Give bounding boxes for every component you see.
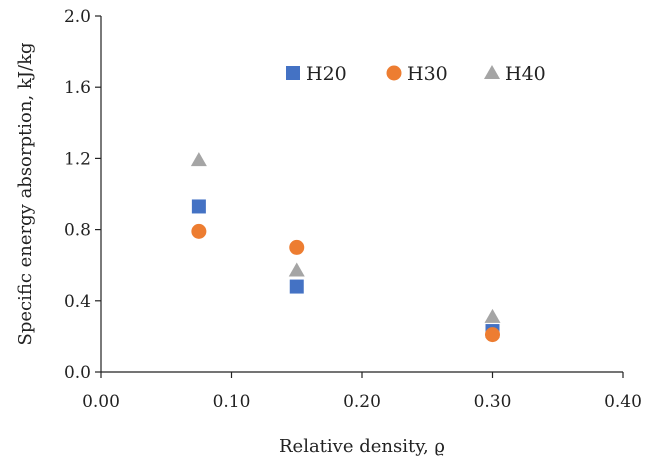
data-point-h40 bbox=[484, 308, 501, 323]
y-tick-label: 1.2 bbox=[64, 149, 91, 169]
y-tick-label: 2.0 bbox=[64, 7, 91, 27]
data-point-h40 bbox=[288, 262, 305, 277]
legend-marker-h20 bbox=[286, 66, 300, 80]
x-tick-label: 0.40 bbox=[604, 392, 642, 412]
data-point-h30 bbox=[289, 239, 305, 255]
legend-marker-h30 bbox=[386, 65, 402, 81]
data-point-h20 bbox=[289, 279, 304, 294]
data-points bbox=[190, 152, 501, 343]
legend: H20 H30 H40 bbox=[286, 63, 546, 85]
x-tick-label: 0.20 bbox=[343, 392, 381, 412]
legend-marker-h40 bbox=[484, 65, 500, 79]
y-axis-title: Specific energy absorption, kJ/kg bbox=[15, 42, 36, 345]
legend-label-h40: H40 bbox=[505, 63, 546, 85]
ticks: 0.0 0.4 0.8 1.2 1.6 2.0 0.00 0.10 0.20 0.30 0.40 bbox=[64, 7, 642, 412]
y-tick-label: 0.8 bbox=[64, 221, 91, 241]
x-axis-title: Relative density, ϱ bbox=[279, 436, 445, 457]
y-tick-label: 0.0 bbox=[64, 363, 91, 383]
legend-label-h30: H30 bbox=[407, 63, 448, 85]
x-tick-label: 0.10 bbox=[213, 392, 251, 412]
legend-label-h20: H20 bbox=[306, 63, 347, 85]
y-tick-label: 1.6 bbox=[64, 78, 91, 98]
y-tick-label: 0.4 bbox=[64, 292, 91, 312]
data-point-h30 bbox=[485, 327, 500, 343]
data-point-h30 bbox=[191, 223, 207, 239]
x-tick-label: 0.30 bbox=[474, 392, 512, 412]
x-tick-label: 0.00 bbox=[82, 392, 120, 412]
data-point-h40 bbox=[190, 152, 207, 167]
data-point-h20 bbox=[191, 199, 206, 214]
